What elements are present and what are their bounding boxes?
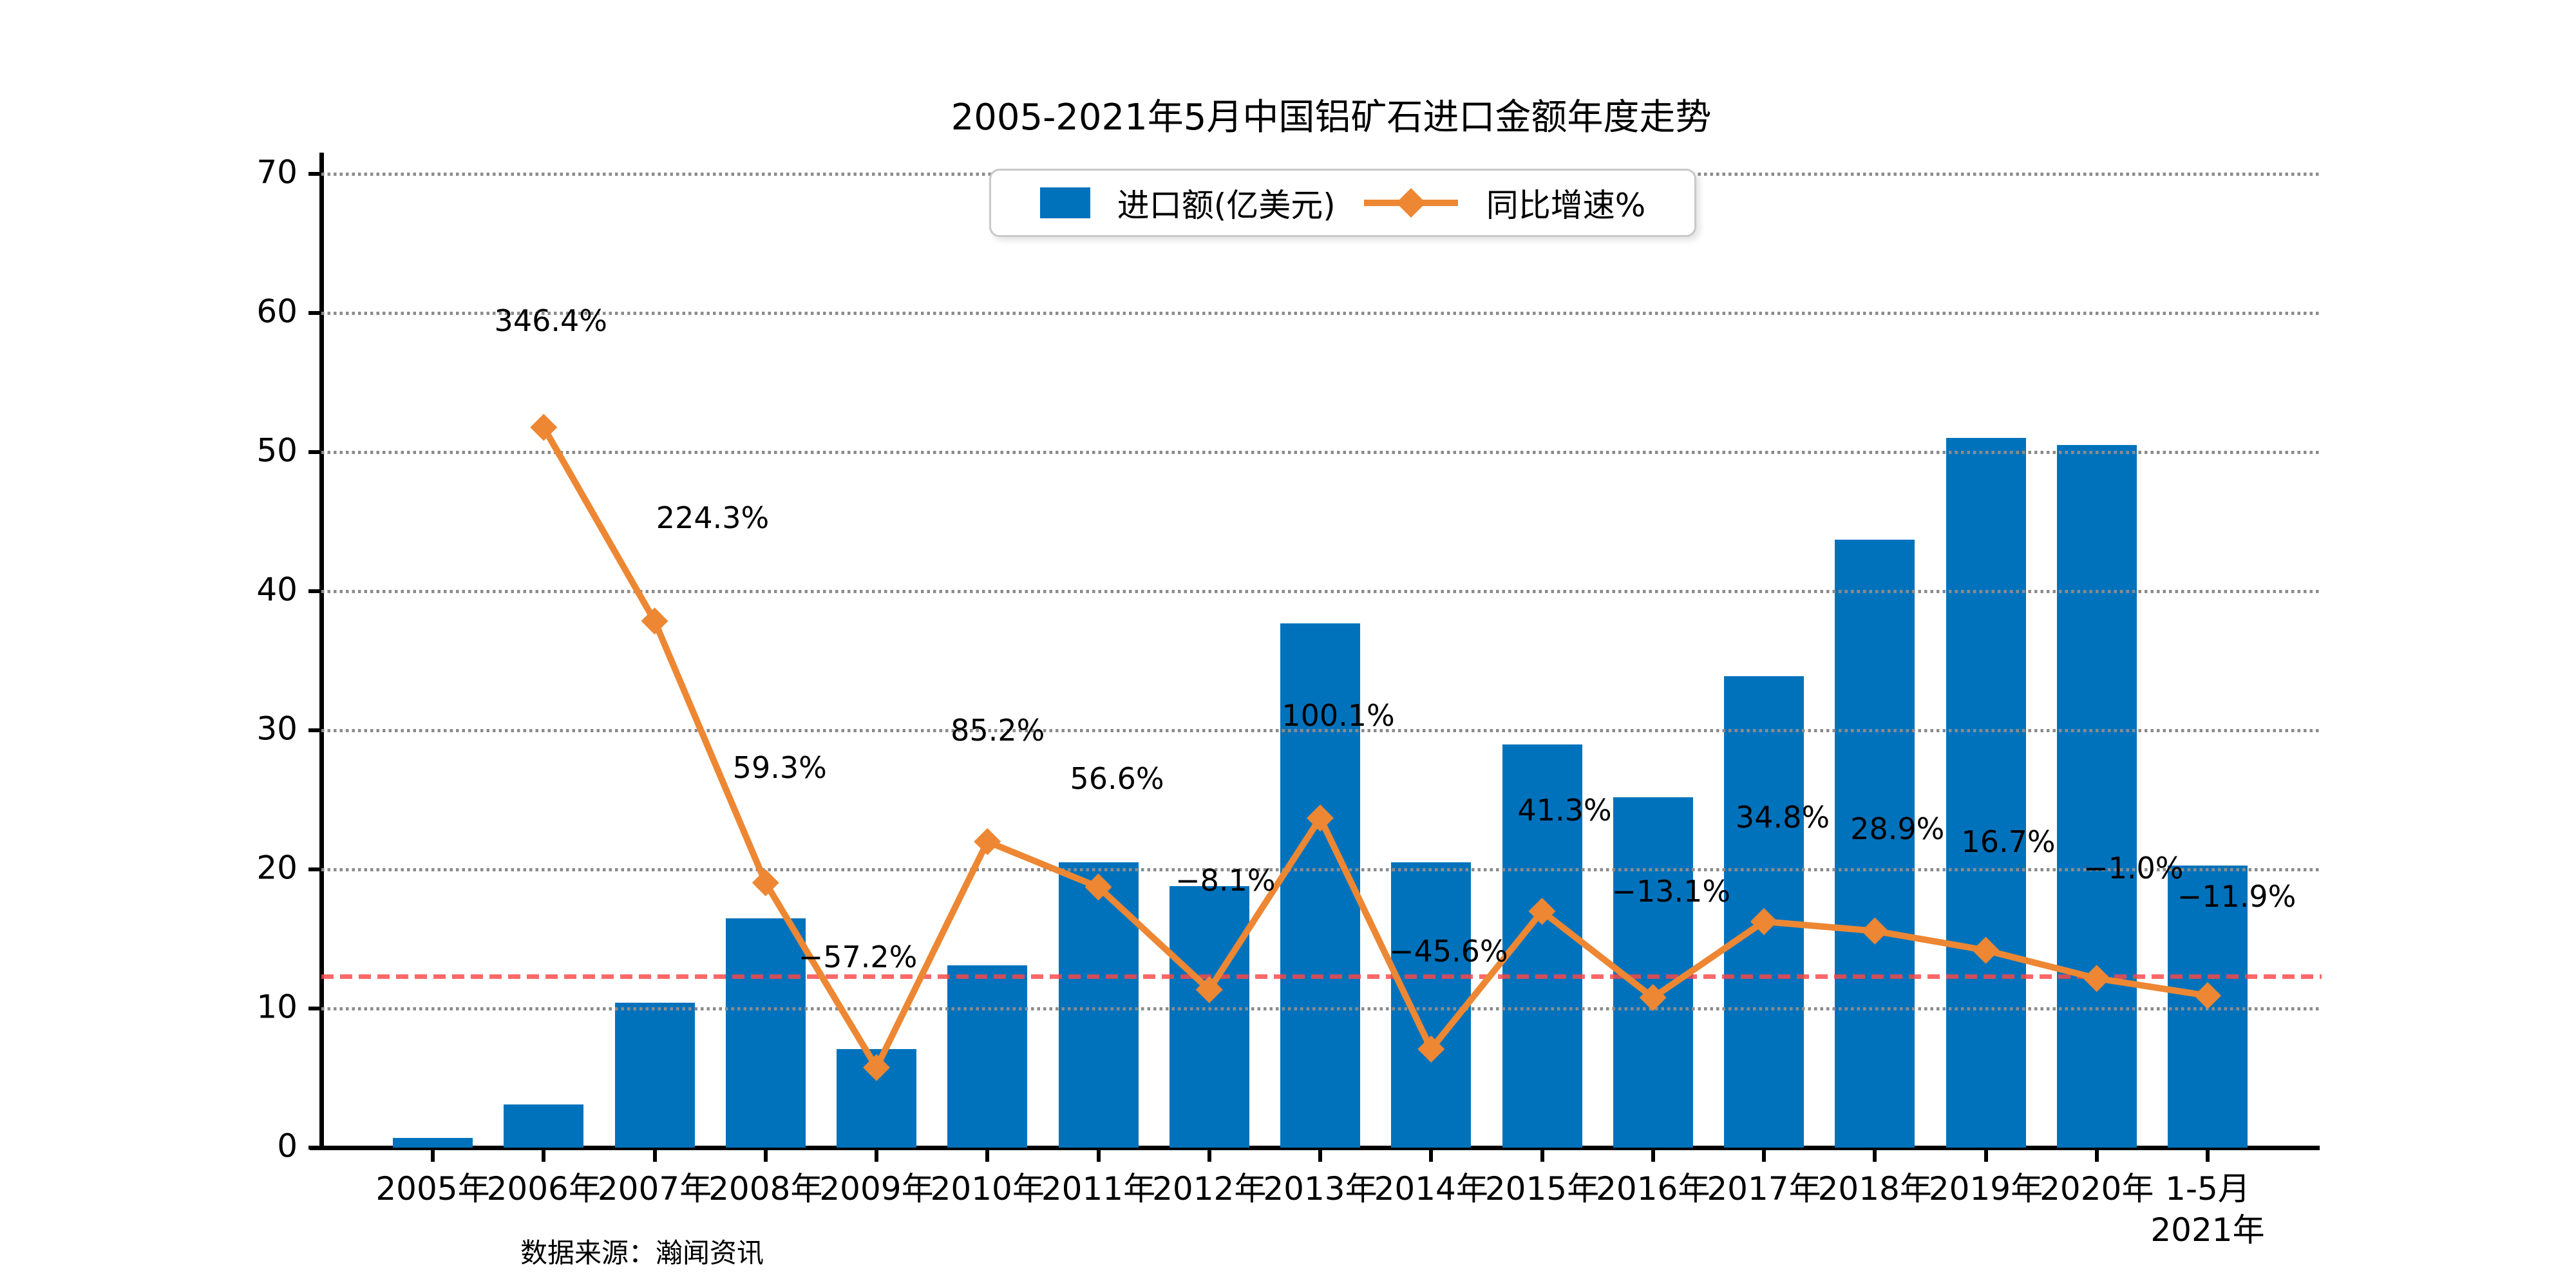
x-tick-label-15: 2020年 [2040,1170,2154,1208]
bar-2012年 [1169,886,1249,1148]
growth-point-label-15: −11.9% [2177,879,2297,914]
x-tick-mark-14 [1984,1148,1988,1162]
x-tick-label-16: 1-5月 2021年 [2150,1170,2265,1249]
x-tick-label-11: 2016年 [1596,1170,1710,1208]
legend-line-label: 同比增速% [1486,187,1646,224]
gridline-60 [321,311,2322,315]
bar-2014年 [1391,862,1472,1148]
legend: 进口额(亿美元) 同比增速% [989,169,1696,237]
gridline-50 [321,450,2322,454]
line-marker-diamond-2 [752,869,779,896]
x-tick-mark-3 [763,1148,768,1162]
growth-point-label-4: 85.2% [951,712,1045,748]
x-tick-mark-7 [1207,1148,1211,1162]
growth-point-label-9: 41.3% [1517,793,1612,828]
x-tick-mark-13 [1873,1148,1877,1162]
y-tick-mark-20 [308,867,321,871]
x-tick-mark-8 [1318,1148,1322,1162]
y-tick-mark-30 [308,728,321,732]
y-tick-mark-60 [308,311,321,315]
x-tick-label-1: 2006年 [486,1170,601,1208]
y-tick-label-40: 40 [256,571,298,609]
x-tick-label-14: 2019年 [1928,1170,2043,1208]
growth-point-label-8: −45.6% [1388,934,1508,969]
y-tick-label-70: 70 [256,153,298,191]
y-tick-label-10: 10 [256,988,298,1026]
x-tick-label-9: 2014年 [1374,1170,1488,1208]
legend-line-marker-icon [1363,188,1458,218]
bar-2008年 [725,918,806,1148]
growth-point-label-11: 34.8% [1735,800,1830,835]
x-tick-label-12: 2017年 [1707,1170,1821,1208]
legend-bar-swatch [1039,187,1090,218]
y-tick-label-0: 0 [277,1127,298,1165]
bar-2009年 [837,1048,916,1148]
growth-point-label-3: −57.2% [798,939,918,974]
x-tick-mark-6 [1096,1148,1101,1162]
bar-2010年 [947,965,1028,1148]
growth-point-label-12: 28.9% [1850,811,1945,846]
growth-point-label-2: 59.3% [732,750,827,785]
growth-point-label-0: 346.4% [494,303,607,338]
chart-title: 2005-2021年5月中国铝矿石进口金额年度走势 [951,97,1712,138]
y-axis-spine [319,153,324,1150]
growth-point-label-14: −1.0% [2083,851,2184,886]
bar-2017年 [1724,676,1804,1148]
x-tick-label-8: 2013年 [1263,1170,1378,1208]
zero-growth-reference-line [321,974,2322,980]
bar-2011年 [1058,862,1139,1148]
y-tick-label-20: 20 [256,849,298,887]
y-tick-mark-40 [308,589,321,593]
y-tick-mark-70 [308,172,321,176]
x-tick-mark-1 [542,1148,546,1162]
x-tick-label-2: 2007年 [597,1170,712,1208]
gridline-10 [321,1007,2322,1010]
bar-2019年 [1946,438,2026,1148]
growth-point-label-1: 224.3% [656,500,770,536]
x-tick-label-13: 2018年 [1817,1170,1932,1208]
x-tick-label-4: 2009年 [819,1170,934,1208]
x-tick-label-0: 2005年 [375,1170,490,1208]
line-marker-diamond-0 [530,413,558,441]
y-tick-mark-50 [308,450,321,454]
gridline-20 [321,867,2322,871]
source-note: 数据来源：瀚闻资讯 [520,1237,764,1269]
bar-2020年 [2056,445,2137,1148]
growth-point-label-5: 56.6% [1070,761,1164,797]
line-marker-diamond-4 [974,828,1001,855]
x-axis-spine [310,1146,2320,1150]
x-tick-mark-0 [431,1148,435,1162]
growth-point-label-13: 16.7% [1961,824,2056,859]
x-tick-label-7: 2012年 [1152,1170,1267,1208]
bar-2016年 [1613,797,1693,1148]
growth-point-label-7: 100.1% [1282,698,1395,734]
bar-2006年 [504,1104,584,1148]
x-tick-mark-4 [875,1148,878,1162]
x-tick-mark-11 [1651,1148,1655,1162]
x-tick-label-3: 2008年 [708,1170,823,1208]
x-tick-mark-2 [652,1148,657,1162]
y-tick-mark-10 [308,1007,321,1010]
x-tick-mark-16 [2206,1148,2210,1162]
x-tick-mark-5 [985,1148,990,1162]
growth-point-label-10: −13.1% [1611,874,1731,909]
x-tick-mark-12 [1762,1148,1766,1162]
bar-2007年 [614,1003,695,1148]
x-tick-mark-15 [2094,1148,2099,1162]
x-tick-mark-9 [1429,1148,1434,1162]
x-tick-label-6: 2011年 [1041,1170,1156,1208]
legend-bar-label: 进口额(亿美元) [1117,187,1336,224]
y-tick-label-50: 50 [256,431,298,469]
bar-2005年 [393,1137,473,1148]
x-tick-label-5: 2010年 [930,1170,1045,1208]
gridline-40 [321,589,2322,593]
x-tick-label-10: 2015年 [1484,1170,1600,1208]
y-tick-label-30: 30 [256,710,298,748]
growth-point-label-6: −8.1% [1175,862,1276,898]
y-tick-label-60: 60 [256,292,298,330]
x-tick-mark-10 [1540,1148,1544,1162]
line-marker-diamond-1 [641,607,668,635]
